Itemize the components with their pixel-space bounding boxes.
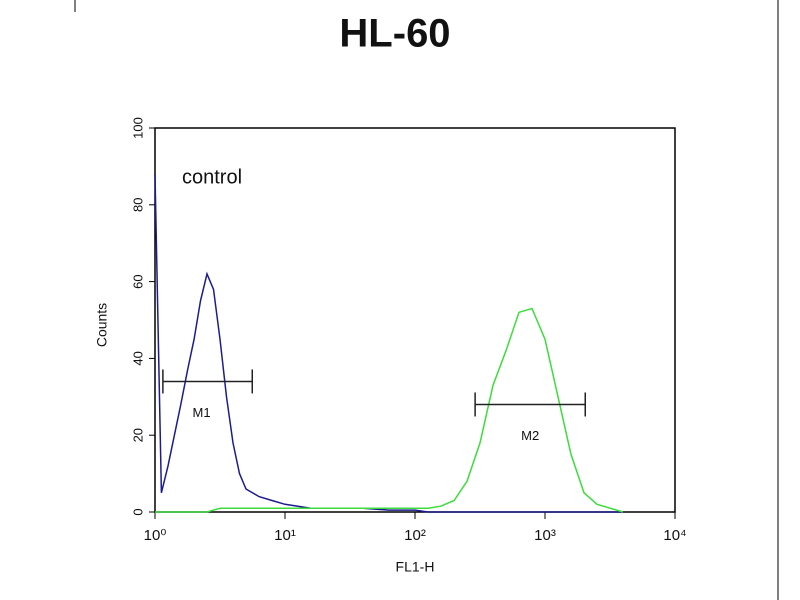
y-tick-label: 100 bbox=[130, 117, 145, 139]
gate-label: M1 bbox=[193, 405, 211, 420]
gate-label: M2 bbox=[521, 428, 539, 443]
x-tick-label: 10² bbox=[404, 527, 426, 544]
y-axis-label: Counts bbox=[94, 303, 110, 347]
x-tick-label: 10⁰ bbox=[144, 527, 167, 544]
chart-title: HL-60 bbox=[339, 12, 450, 56]
x-tick-label: 10⁴ bbox=[663, 527, 686, 544]
y-tick-label: 20 bbox=[130, 428, 145, 442]
annotation: control bbox=[182, 166, 242, 188]
x-tick-label: 10³ bbox=[534, 527, 556, 544]
y-tick-label: 0 bbox=[130, 508, 145, 515]
y-tick-label: 80 bbox=[130, 198, 145, 212]
y-tick-label: 60 bbox=[130, 274, 145, 288]
x-tick-label: 10¹ bbox=[274, 527, 296, 544]
x-axis-label: FL1-H bbox=[396, 559, 435, 575]
histogram-line bbox=[154, 174, 623, 513]
histogram-line bbox=[155, 307, 624, 513]
y-tick-label: 40 bbox=[130, 351, 145, 365]
